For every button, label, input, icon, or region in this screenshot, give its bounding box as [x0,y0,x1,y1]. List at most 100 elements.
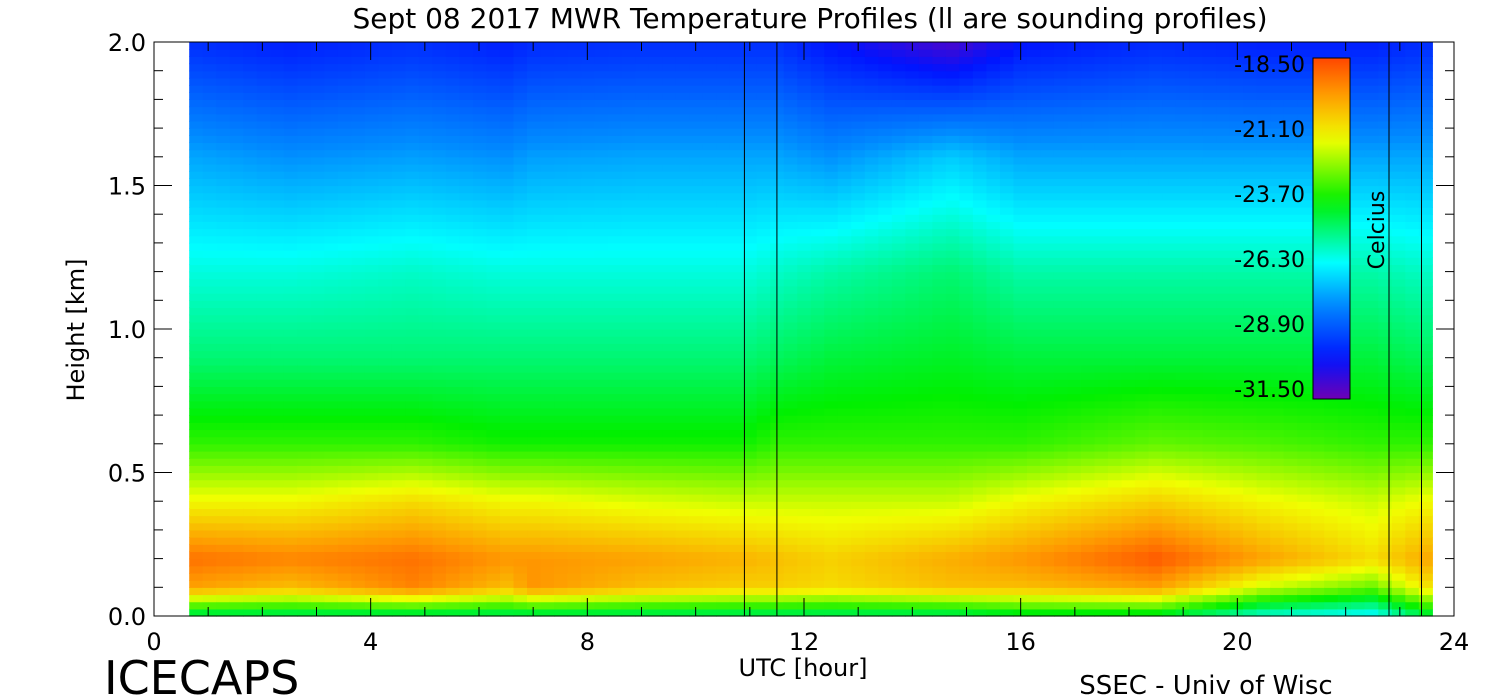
heatmap-cell [797,336,812,344]
heatmap-cell [418,242,434,251]
heatmap-cell [297,601,312,610]
heatmap-cell [945,529,960,538]
heatmap-cell [513,372,528,380]
heatmap-cell [459,529,474,538]
heatmap-cell [905,63,920,72]
heatmap-cell [189,214,204,222]
heatmap-cell [783,214,798,222]
heatmap-cell [216,544,231,553]
heatmap-cell [932,300,947,309]
heatmap-cell [716,242,731,251]
heatmap-cell [243,608,258,617]
heatmap-cell [702,278,717,287]
heatmap-cell [891,529,906,538]
heatmap-cell [202,508,217,517]
heatmap-cell [999,128,1015,136]
heatmap-cell [527,508,542,517]
heatmap-cell [986,443,1001,452]
heatmap-cell [216,529,231,538]
heatmap-cell [675,601,690,610]
heatmap-cell [675,436,690,445]
heatmap-cell [878,515,893,524]
heatmap-cell [310,601,325,610]
heatmap-cell [310,271,325,280]
heatmap-cell [797,242,812,251]
heatmap-cell [472,278,488,287]
heatmap-cell [635,185,650,194]
heatmap-cell [932,393,947,402]
heatmap-cell [527,120,542,129]
heatmap-cell [540,357,555,366]
heatmap-cell [1026,343,1042,352]
heatmap-cell [756,185,771,194]
heatmap-cell [878,214,893,222]
heatmap-cell [513,106,528,115]
heatmap-cell [459,321,474,330]
heatmap-cell [797,228,812,237]
heatmap-cell [945,501,960,509]
heatmap-cell [986,49,1001,57]
heatmap-cell [581,56,596,65]
heatmap-cell [297,393,312,402]
heatmap-cell [554,106,569,115]
heatmap-cell [932,572,947,581]
heatmap-cell [216,558,231,567]
heatmap-cell [432,522,447,531]
heatmap-cell [216,185,231,194]
heatmap-cell [405,472,420,481]
heatmap-cell [310,508,325,517]
heatmap-cell [756,379,771,387]
heatmap-cell [945,422,960,431]
heatmap-cell [864,551,879,560]
heatmap-cell [608,465,623,474]
heatmap-cell [729,422,744,431]
heatmap-cell [567,314,582,323]
heatmap-cell [662,386,677,395]
heatmap-cell [932,400,947,409]
heatmap-cell [648,343,663,352]
heatmap-cell [351,558,366,567]
heatmap-cell [418,458,434,466]
heatmap-cell [837,379,852,387]
heatmap-cell [1013,92,1028,100]
heatmap-cell [351,400,366,409]
heatmap-cell [797,293,812,301]
heatmap-cell [675,594,690,603]
heatmap-cell [351,293,366,301]
heatmap-cell [405,508,420,517]
heatmap-cell [216,343,231,352]
heatmap-cell [324,314,339,323]
heatmap-cell [540,458,555,466]
heatmap-cell [864,99,879,108]
heatmap-cell [594,400,609,409]
heatmap-cell [621,149,636,158]
heatmap-cell [716,278,731,287]
heatmap-cell [189,515,204,524]
heatmap-cell [905,329,920,337]
heatmap-cell [486,372,501,380]
heatmap-cell [459,522,474,531]
heatmap-cell [999,515,1015,524]
heatmap-cell [202,486,217,495]
heatmap-cell [527,70,542,79]
heatmap-cell [608,207,623,215]
heatmap-cell [662,264,677,273]
heatmap-cell [662,436,677,445]
heatmap-cell [527,529,542,538]
heatmap-cell [878,608,893,617]
heatmap-cell [716,522,731,531]
heatmap-cell [445,120,461,129]
heatmap-cell [959,56,974,65]
heatmap-cell [891,113,906,122]
heatmap-cell [189,551,204,560]
heatmap-cell [675,56,690,65]
heatmap-cell [418,63,434,72]
heatmap-cell [756,572,771,581]
heatmap-cell [864,257,879,266]
heatmap-cell [554,163,569,172]
heatmap-cell [472,422,488,431]
heatmap-cell [540,422,555,431]
heatmap-cell [837,106,852,115]
heatmap-cell [499,336,515,344]
heatmap-cell [851,379,866,387]
